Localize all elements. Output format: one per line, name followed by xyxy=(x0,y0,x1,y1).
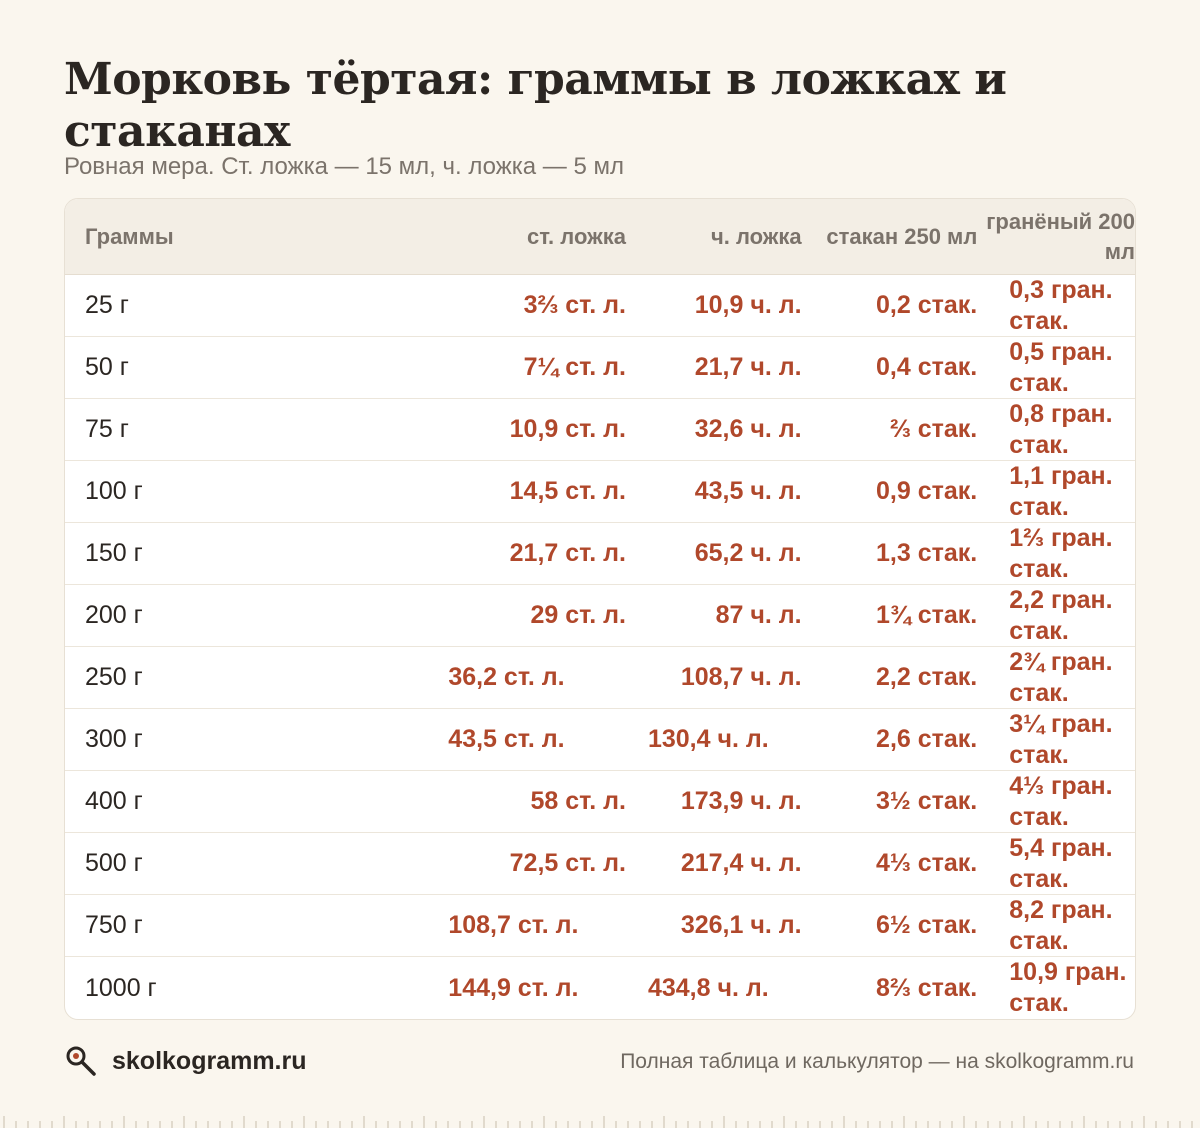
cell-tablespoon: 108,7 ст. л. xyxy=(448,911,579,939)
cell-cup-250: ⅔ стак. xyxy=(889,415,978,443)
cell-faceted-glass-200: 2¾ гран. стак. xyxy=(1009,647,1113,707)
table-row: 400 г 58 ст. л. 173,9 ч. л. 3½ стак. 4⅓ гран… xyxy=(65,771,1135,833)
cell-tablespoon: 144,9 ст. л. xyxy=(448,973,579,1002)
cell-tablespoon: 72,5 ст. л. xyxy=(509,849,626,877)
cell-grams: 1000 г xyxy=(85,973,157,1002)
cell-teaspoon: 108,7 ч. л. xyxy=(680,663,802,691)
cell-faceted-glass-200: 3¼ гран. стак. xyxy=(1009,709,1113,769)
cell-tablespoon: 21,7 ст. л. xyxy=(509,539,626,567)
cell-faceted-glass-200: 5,4 гран. стак. xyxy=(1009,833,1113,893)
cell-grams: 500 г xyxy=(85,849,143,877)
cell-tablespoon: 58 ст. л. xyxy=(530,787,626,815)
conversion-table: Граммы ст. ложка ч. ложка стакан 250 мл … xyxy=(64,198,1136,1020)
cell-grams: 250 г xyxy=(85,663,143,691)
cell-grams: 75 г xyxy=(85,415,129,443)
table-header-row: Граммы ст. ложка ч. ложка стакан 250 мл … xyxy=(65,199,1135,275)
table-row: 200 г 29 ст. л. 87 ч. л. 1¾ стак. 2,2 гран. … xyxy=(65,585,1135,647)
table-row: 500 г 72,5 ст. л. 217,4 ч. л. 4⅓ стак. 5,4 г… xyxy=(65,833,1135,895)
brand-name: skolkogramm.ru xyxy=(112,1046,307,1075)
header-grams: Граммы xyxy=(85,223,174,249)
cell-cup-250: 2,2 стак. xyxy=(876,663,978,691)
header-teaspoon: ч. ложка xyxy=(710,223,802,249)
cell-grams: 400 г xyxy=(85,787,143,815)
cell-faceted-glass-200: 0,5 гран. стак. xyxy=(1009,337,1113,397)
cell-tablespoon: 36,2 ст. л. xyxy=(448,663,565,691)
cell-faceted-glass-200: 0,3 гран. стак. xyxy=(1009,275,1113,335)
cell-teaspoon: 217,4 ч. л. xyxy=(680,849,802,877)
table-row: 150 г 21,7 ст. л. 65,2 ч. л. 1,3 стак. 1⅔ гр… xyxy=(65,523,1135,585)
cell-faceted-glass-200: 1,1 гран. стак. xyxy=(1009,461,1113,521)
cell-teaspoon: 326,1 ч. л. xyxy=(680,911,802,939)
table-row: 300 г 43,5 ст. л. 130,4 ч. л. 2,6 стак. 3¼ г… xyxy=(65,709,1135,771)
cell-cup-250: 1,3 стак. xyxy=(876,539,978,567)
cell-tablespoon: 43,5 ст. л. xyxy=(448,725,565,753)
cell-faceted-glass-200: 0,8 гран. стак. xyxy=(1009,399,1113,459)
cell-cup-250: 0,9 стак. xyxy=(876,477,978,505)
cell-teaspoon: 10,9 ч. л. xyxy=(694,291,802,319)
cell-grams: 750 г xyxy=(85,911,143,939)
magnifier-icon xyxy=(66,1046,96,1076)
cell-tablespoon: 29 ст. л. xyxy=(530,601,626,629)
cell-cup-250: 6½ стак. xyxy=(876,911,978,939)
cell-tablespoon: 7¼ ст. л. xyxy=(523,353,626,381)
table-row: 75 г 10,9 ст. л. 32,6 ч. л. ⅔ стак. 0,8 гран… xyxy=(65,399,1135,461)
table-row: 25 г 3⅔ ст. л. 10,9 ч. л. 0,2 стак. 0,3 гран… xyxy=(65,275,1135,337)
cell-tablespoon: 3⅔ ст. л. xyxy=(523,291,626,319)
cell-cup-250: 3½ стак. xyxy=(876,787,978,815)
cell-tablespoon: 14,5 ст. л. xyxy=(509,477,626,505)
cell-teaspoon: 130,4 ч. л. xyxy=(647,725,769,753)
cell-teaspoon: 87 ч. л. xyxy=(715,601,802,629)
cell-teaspoon: 21,7 ч. л. xyxy=(694,353,802,381)
table-row: 250 г 36,2 ст. л. 108,7 ч. л. 2,2 стак. 2¾ г… xyxy=(65,647,1135,709)
cell-teaspoon: 65,2 ч. л. xyxy=(694,539,802,567)
cell-cup-250: 8⅔ стак. xyxy=(876,973,978,1002)
cell-cup-250: 2,6 стак. xyxy=(876,725,978,753)
cell-faceted-glass-200: 2,2 гран. стак. xyxy=(1009,585,1113,645)
cell-grams: 150 г xyxy=(85,539,143,567)
cell-teaspoon: 173,9 ч. л. xyxy=(680,787,802,815)
table-row: 100 г 14,5 ст. л. 43,5 ч. л. 0,9 стак. 1,1 г… xyxy=(65,461,1135,523)
table-row: 1000 г 144,9 ст. л. 434,8 ч. л. 8⅔ стак. 10,… xyxy=(65,957,1135,1019)
cell-teaspoon: 43,5 ч. л. xyxy=(694,477,802,505)
cell-cup-250: 4⅓ стак. xyxy=(876,849,978,877)
table-row: 750 г 108,7 ст. л. 326,1 ч. л. 6½ стак. 8,2 … xyxy=(65,895,1135,957)
ruler-decoration xyxy=(3,1116,1193,1128)
footer-brand: skolkogramm.ru xyxy=(64,1044,307,1078)
cell-cup-250: 0,2 стак. xyxy=(876,291,978,319)
cell-faceted-glass-200: 1⅔ гран. стак. xyxy=(1009,523,1113,583)
cell-teaspoon: 434,8 ч. л. xyxy=(647,973,769,1002)
cell-grams: 50 г xyxy=(85,353,129,381)
cell-cup-250: 1¾ стак. xyxy=(876,601,978,629)
cell-faceted-glass-200: 4⅓ гран. стак. xyxy=(1009,771,1113,831)
cell-grams: 200 г xyxy=(85,601,143,629)
cell-faceted-glass-200: 10,9 гран. стак. xyxy=(1009,958,1127,1017)
cell-teaspoon: 32,6 ч. л. xyxy=(694,415,802,443)
cell-grams: 25 г xyxy=(85,291,129,319)
cell-tablespoon: 10,9 ст. л. xyxy=(509,415,626,443)
table-body: 25 г 3⅔ ст. л. 10,9 ч. л. 0,2 стак. 0,3 гран… xyxy=(65,275,1135,1019)
table-row: 50 г 7¼ ст. л. 21,7 ч. л. 0,4 стак. 0,5 гран… xyxy=(65,337,1135,399)
header-cup-250: стакан 250 мл xyxy=(826,223,978,249)
page-subtitle: Ровная мера. Ст. ложка — 15 мл, ч. ложка… xyxy=(64,153,624,180)
cell-grams: 100 г xyxy=(85,477,143,505)
header-faceted-glass-200: гранёный 200 мл xyxy=(986,208,1136,264)
cell-faceted-glass-200: 8,2 гран. стак. xyxy=(1009,895,1113,955)
cell-cup-250: 0,4 стак. xyxy=(876,353,978,381)
footer-note: Полная таблица и калькулятор — на skolko… xyxy=(620,1050,1134,1073)
page-title: Морковь тёртая: граммы в ложках и стакан… xyxy=(64,54,1007,157)
cell-grams: 300 г xyxy=(85,725,143,753)
header-tablespoon: ст. ложка xyxy=(526,223,626,249)
